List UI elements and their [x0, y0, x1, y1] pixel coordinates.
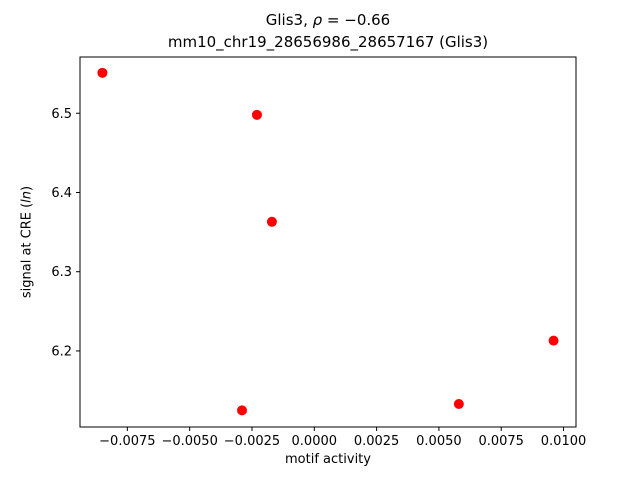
x-tick-label: 0.0000	[292, 434, 338, 449]
title-rho-symbol: ρ	[312, 11, 323, 29]
x-tick-label: 0.0025	[354, 434, 400, 449]
y-tick-label: 6.4	[51, 186, 72, 201]
y-axis-label-suffix: )	[19, 185, 35, 191]
y-axis-label-prefix: signal at CRE (	[19, 202, 35, 299]
x-tick-label: −0.0050	[161, 434, 217, 449]
data-point	[97, 67, 108, 78]
data-point	[237, 405, 248, 416]
chart-title-line1: Glis3, ρ = −0.66	[80, 10, 576, 32]
x-tick-label: 0.0100	[541, 434, 587, 449]
x-tick-label: 0.0050	[416, 434, 462, 449]
x-axis-label: motif activity	[285, 452, 371, 467]
y-axis-label: signal at CRE (ln)	[20, 186, 35, 298]
title-correlation-value: = −0.66	[322, 11, 391, 29]
data-point	[251, 109, 262, 120]
plot-frame	[79, 56, 577, 428]
chart-title: Glis3, ρ = −0.66 mm10_chr19_28656986_286…	[80, 10, 576, 54]
chart-subtitle: mm10_chr19_28656986_28657167 (Glis3)	[167, 32, 489, 51]
data-point	[453, 399, 464, 410]
x-tick-label: −0.0025	[224, 434, 280, 449]
x-tick-label: 0.0075	[478, 434, 524, 449]
y-tick-label: 6.5	[51, 107, 72, 122]
data-point	[548, 335, 559, 346]
y-tick-label: 6.2	[51, 344, 72, 359]
data-point	[266, 216, 277, 227]
x-tick-label: −0.0075	[99, 434, 155, 449]
title-prefix: Glis3,	[265, 11, 313, 29]
y-tick-label: 6.3	[51, 265, 72, 280]
y-axis-label-italic: ln	[19, 190, 35, 203]
